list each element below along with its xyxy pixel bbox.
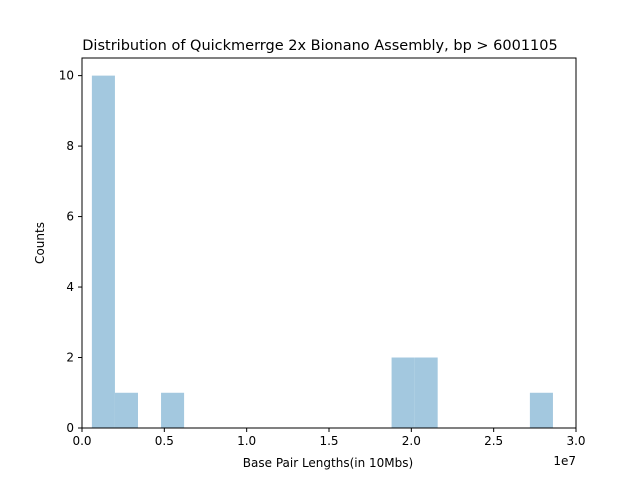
x-tick-label: 2.0: [402, 434, 421, 448]
plot-frame: [81, 57, 577, 429]
x-tick-label: 0.0: [72, 434, 91, 448]
histogram-bars: [91, 75, 553, 428]
histogram-bar-2: [161, 392, 185, 428]
y-axis-label: Counts: [33, 222, 47, 264]
x-tick-label: 2.5: [484, 434, 503, 448]
y-tick-label: 0: [66, 421, 74, 435]
y-tick-label: 10: [59, 69, 74, 83]
histogram-bar-0: [91, 75, 115, 428]
x-axis-label: Base Pair Lengths(in 10Mbs): [243, 456, 413, 470]
histogram-bar-3: [391, 357, 415, 428]
x-axis-ticks: 0.0 0.5 1.0 1.5 2.0 2.5 3.0: [72, 428, 586, 448]
histogram-bar-5: [529, 392, 553, 428]
x-tick-label: 3.0: [566, 434, 585, 448]
y-tick-label: 8: [66, 139, 74, 153]
y-tick-label: 4: [66, 280, 74, 294]
y-tick-label: 6: [66, 210, 74, 224]
x-tick-label: 0.5: [155, 434, 174, 448]
histogram-bar-1: [114, 392, 138, 428]
x-tick-label: 1.0: [237, 434, 256, 448]
y-tick-label: 2: [66, 351, 74, 365]
histogram-bar-4: [414, 357, 438, 428]
x-axis-offset-text: 1e7: [553, 454, 576, 468]
y-axis-ticks: 0 2 4 6 8 10: [59, 69, 82, 435]
chart-title: Distribution of Quickmerrge 2x Bionano A…: [82, 38, 557, 54]
x-tick-label: 1.5: [319, 434, 338, 448]
